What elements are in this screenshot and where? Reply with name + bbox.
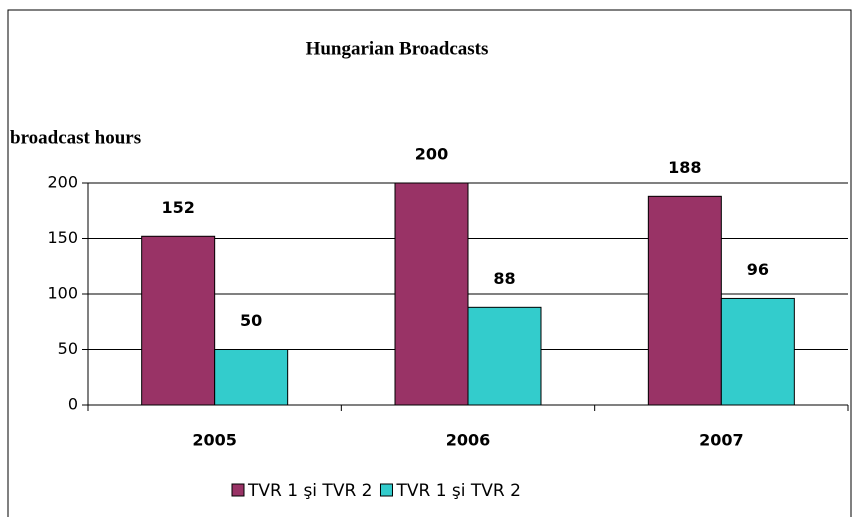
- bar: [141, 235, 216, 406]
- legend-label: TVR 1 şi TVR 2: [247, 481, 372, 501]
- x-tick-label: 2006: [446, 431, 491, 450]
- y-axis-label: broadcast hours: [10, 127, 141, 148]
- y-tick-label: 150: [47, 228, 78, 247]
- data-label: 200: [415, 145, 448, 164]
- data-label: 152: [161, 198, 194, 217]
- legend-swatch: [231, 483, 245, 497]
- bar: [394, 182, 469, 406]
- data-label: 96: [747, 260, 769, 279]
- bar: [720, 297, 795, 406]
- chart-title: Hungarian Broadcasts: [306, 38, 489, 59]
- data-label: 50: [240, 311, 262, 330]
- y-tick-label: 100: [47, 284, 78, 303]
- legend-swatch: [379, 483, 393, 497]
- data-label: 188: [668, 158, 701, 177]
- legend-label: TVR 1 şi TVR 2: [395, 481, 520, 501]
- y-tick-label: 200: [47, 173, 78, 192]
- x-tick-label: 2007: [699, 431, 744, 450]
- bar: [647, 195, 722, 406]
- data-label: 88: [493, 269, 515, 288]
- x-tick-label: 2005: [192, 431, 237, 450]
- bar: [214, 349, 289, 406]
- y-tick-label: 0: [68, 395, 78, 414]
- bar: [467, 306, 542, 406]
- y-tick-label: 50: [58, 339, 78, 358]
